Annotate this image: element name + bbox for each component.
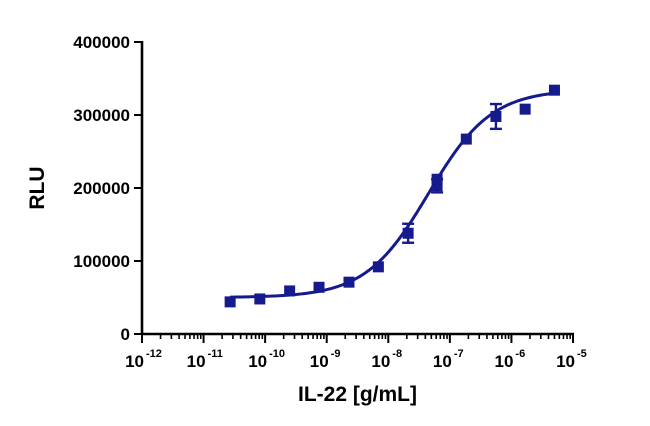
x-tick-label-base: 10 [495, 352, 514, 371]
y-tick-label: 300000 [73, 106, 130, 125]
data-point [548, 84, 560, 96]
x-tick-label-base: 10 [187, 352, 206, 371]
data-point [460, 133, 472, 145]
data-point [402, 222, 415, 244]
fit-curve [230, 91, 555, 299]
data-point [224, 296, 236, 308]
x-tick-label: 10 -6 [495, 348, 526, 371]
axes [140, 41, 574, 336]
data-point [343, 276, 355, 288]
x-tick-label-exponent: -8 [392, 348, 402, 360]
x-tick-label: 10 -7 [433, 348, 464, 371]
x-tick-label-exponent: -10 [269, 348, 285, 360]
square-marker [402, 227, 414, 239]
y-tick-label: 200000 [73, 179, 130, 198]
y-tick-label: 100000 [73, 252, 130, 271]
square-marker [460, 133, 472, 145]
square-marker [519, 103, 531, 115]
x-tick-label-base: 10 [310, 352, 329, 371]
square-marker [548, 84, 560, 96]
x-tick-label-exponent: -12 [146, 348, 162, 360]
x-tick-label-base: 10 [125, 352, 144, 371]
square-marker [224, 296, 236, 308]
tick-marks [134, 41, 574, 343]
x-tick-label-base: 10 [556, 352, 575, 371]
y-tick-label: 0 [121, 325, 130, 344]
y-axis-title: RLU [26, 166, 49, 209]
data-point [431, 173, 443, 185]
x-tick-label-base: 10 [433, 352, 452, 371]
data-point [372, 261, 384, 273]
x-tick-label: 10 -9 [310, 348, 341, 371]
data-points [224, 84, 560, 308]
square-marker [490, 110, 502, 122]
x-tick-label: 10 -8 [371, 348, 402, 371]
x-tick-label: 10 -10 [248, 348, 285, 371]
x-tick-label: 10 -11 [187, 348, 223, 371]
data-point [284, 285, 296, 297]
square-marker [372, 261, 384, 273]
data-point [313, 281, 325, 293]
x-tick-label-exponent: -9 [331, 348, 341, 360]
x-tick-label-exponent: -6 [515, 348, 525, 360]
data-point [489, 102, 502, 131]
x-axis-title: IL-22 [g/mL] [298, 383, 417, 406]
square-marker [313, 281, 325, 293]
x-tick-label-base: 10 [248, 352, 267, 371]
data-point [519, 103, 531, 115]
square-marker [431, 173, 443, 185]
square-marker [343, 276, 355, 288]
data-point [254, 293, 266, 305]
x-tick-label-exponent: -5 [577, 348, 587, 360]
x-tick-label-exponent: -7 [454, 348, 464, 360]
y-tick-label: 400000 [73, 33, 130, 52]
x-tick-label: 10 -12 [125, 348, 162, 371]
square-marker [284, 285, 296, 297]
x-tick-label-exponent: -11 [208, 348, 223, 360]
square-marker [254, 293, 266, 305]
x-tick-label-base: 10 [371, 352, 390, 371]
x-tick-label: 10 -5 [556, 348, 587, 371]
square-marker [431, 180, 443, 192]
